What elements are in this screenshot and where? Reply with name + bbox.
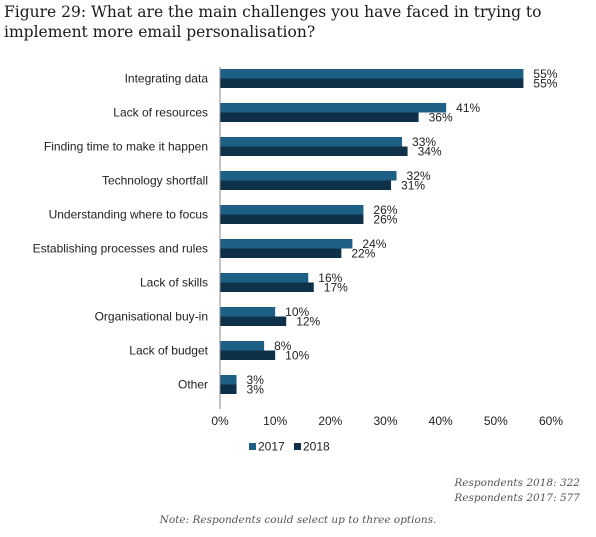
data-label-2017: 16% [318, 271, 342, 285]
x-tick-label: 30% [373, 414, 397, 428]
x-tick-label: 0% [211, 414, 229, 428]
bar-2018 [220, 350, 276, 360]
bar-2018 [220, 112, 419, 122]
bar-2018 [220, 214, 364, 224]
data-label-2017: 55% [533, 67, 557, 81]
bar-2017 [220, 205, 364, 215]
data-label-2018: 3% [247, 382, 265, 396]
data-label-2018: 12% [296, 314, 320, 328]
bar-2017 [220, 171, 397, 181]
data-label-2018: 17% [324, 280, 348, 294]
category-label: Understanding where to focus [49, 208, 208, 222]
data-label-2017: 33% [412, 135, 436, 149]
bar-2018 [220, 146, 408, 156]
chart-title: Figure 29: What are the main challenges … [4, 3, 542, 41]
category-label: Other [178, 378, 208, 392]
category-label: Lack of budget [129, 344, 208, 358]
data-label-2017: 26% [373, 203, 397, 217]
data-label-2017: 41% [456, 101, 480, 115]
data-label-2018: 36% [429, 110, 453, 124]
bar-2018 [220, 180, 392, 190]
bar-2018 [220, 78, 524, 88]
legend-swatch-2017 [249, 443, 256, 450]
category-label: Integrating data [125, 72, 209, 86]
category-label: Technology shortfall [102, 174, 208, 188]
bar-2017 [220, 341, 265, 351]
bar-2017 [220, 137, 403, 147]
bar-2017 [220, 239, 353, 249]
data-label-2018: 55% [533, 76, 557, 90]
respondents-2017: Respondents 2017: 577 [454, 492, 580, 504]
x-tick-label: 40% [429, 414, 453, 428]
x-tick-label: 60% [539, 414, 563, 428]
legend-label-2017: 2017 [258, 440, 285, 454]
bar-2017 [220, 375, 237, 385]
x-tick-label: 20% [318, 414, 342, 428]
category-label: Lack of skills [140, 276, 208, 290]
bar-2017 [220, 273, 309, 283]
data-label-2017: 32% [407, 169, 431, 183]
data-label-2018: 22% [351, 246, 375, 260]
bar-2018 [220, 248, 342, 258]
bar-2018 [220, 282, 314, 292]
category-label: Organisational buy-in [95, 310, 208, 324]
x-tick-label: 10% [263, 414, 287, 428]
legend-swatch-2018 [294, 443, 301, 450]
data-label-2018: 31% [401, 178, 425, 192]
bar-2018 [220, 384, 237, 394]
data-label-2018: 10% [285, 348, 309, 362]
data-label-2018: 26% [373, 212, 397, 226]
data-label-2018: 34% [418, 144, 442, 158]
bar-2018 [220, 316, 287, 326]
data-label-2017: 24% [362, 237, 386, 251]
respondents-2018: Respondents 2018: 322 [454, 477, 580, 489]
x-tick-label: 50% [484, 414, 508, 428]
footnote: Note: Respondents could select up to thr… [159, 514, 437, 526]
bar-2017 [220, 103, 447, 113]
category-label: Establishing processes and rules [33, 242, 208, 256]
data-label-2017: 8% [274, 339, 292, 353]
category-label: Lack of resources [113, 106, 208, 120]
category-label: Finding time to make it happen [44, 140, 208, 154]
data-label-2017: 10% [285, 305, 309, 319]
legend-label-2018: 2018 [303, 440, 330, 454]
data-label-2017: 3% [247, 373, 265, 387]
bar-2017 [220, 307, 276, 317]
bar-2017 [220, 69, 524, 79]
